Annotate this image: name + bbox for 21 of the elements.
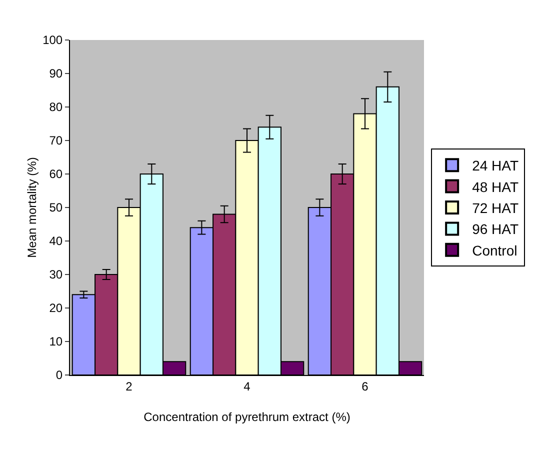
y-tick-label: 60 — [49, 167, 63, 182]
x-tick-label: 2 — [126, 379, 133, 394]
x-tick-label: 6 — [362, 379, 369, 394]
legend-label: 48 HAT — [472, 178, 519, 195]
y-tick-label: 100 — [42, 33, 63, 48]
legend-label: 24 HAT — [472, 158, 519, 174]
x-axis-title: Concentration of pyrethrum extract (%) — [144, 410, 350, 424]
y-tick-label: 50 — [49, 200, 63, 215]
x-tick-label: 4 — [244, 379, 251, 394]
y-axis-title: Mean mortality (%) — [25, 157, 39, 258]
legend-label: 96 HAT — [472, 221, 519, 238]
y-tick-label: 0 — [56, 368, 63, 382]
legend-label: 72 HAT — [472, 200, 519, 216]
y-tick-label: 90 — [49, 66, 63, 81]
y-tick-label: 10 — [49, 334, 63, 349]
legend-label: Control — [472, 242, 518, 258]
y-tick-label: 40 — [49, 234, 63, 248]
y-tick-label: 30 — [49, 268, 63, 282]
y-tick-label: 20 — [49, 301, 63, 316]
y-tick-label: 80 — [49, 100, 63, 114]
y-tick-label: 70 — [49, 134, 63, 148]
